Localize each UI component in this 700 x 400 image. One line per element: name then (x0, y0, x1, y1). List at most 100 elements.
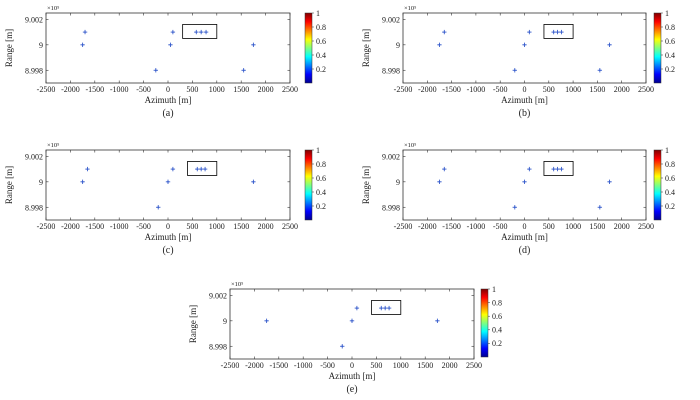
plot-area (45, 12, 291, 84)
x-tick-label: 500 (370, 361, 382, 370)
colorbar-tick-label: 0.4 (492, 326, 502, 335)
point-target (82, 29, 88, 35)
colorbar: 0.2 0.4 0.6 0.8 1 (653, 9, 675, 84)
point-target (170, 29, 176, 35)
point-target (85, 166, 90, 172)
colorbar-tick-label: 0.6 (316, 174, 326, 183)
colorbar-tick-label: 0.2 (665, 65, 675, 74)
x-tick-label: 0 (350, 361, 354, 370)
point-target (264, 318, 269, 324)
point-target (551, 29, 556, 35)
x-tick-label: -2000 (418, 85, 437, 94)
point-target-dot (252, 180, 255, 183)
x-tick-label: -2000 (418, 222, 437, 231)
point-target-dot (157, 206, 160, 209)
point-target-dot (351, 319, 353, 322)
point-target-dot (265, 319, 268, 322)
x-tick-label: 1500 (233, 222, 249, 231)
zoom-box (543, 161, 574, 176)
y-axis-label: Range [m] (4, 166, 14, 204)
colorbar-tick-label: 0.8 (316, 160, 326, 169)
y-tick-label: 8.998 (25, 203, 43, 212)
x-tick-label: 1500 (233, 85, 249, 94)
colorbar-tick-label: 1 (316, 146, 320, 155)
colorbar-tick-label: 0.8 (665, 160, 675, 169)
y-axis-label: Range [m] (361, 29, 371, 67)
x-tick-label: 2500 (638, 85, 654, 94)
point-target (437, 42, 442, 48)
point-target (597, 205, 603, 210)
panel-caption: (d) (519, 245, 531, 256)
point-target (559, 166, 564, 172)
point-target-dot (556, 168, 559, 170)
point-target-dot (438, 180, 441, 183)
point-target (203, 29, 209, 35)
point-target-dot (443, 168, 446, 170)
colorbar-gradient (480, 288, 489, 358)
colorbar-tick-label: 1 (665, 146, 669, 155)
point-target (386, 305, 392, 311)
colorbar: 0.2 0.4 0.6 0.8 1 (653, 146, 675, 221)
panel-caption: (c) (162, 245, 173, 256)
point-target-dot (167, 180, 169, 183)
y-tick-label: 9.002 (382, 152, 400, 161)
x-tick-label: -2500 (394, 85, 413, 94)
x-tick-label: -1000 (294, 361, 313, 370)
point-target-dot (552, 31, 555, 33)
colorbar-gradient (653, 149, 662, 221)
point-target (194, 29, 199, 35)
colorbar-tick-label: 0.8 (665, 23, 675, 32)
point-target-dot (528, 31, 531, 33)
x-tick-label: 2000 (614, 222, 630, 231)
point-target (156, 205, 161, 210)
x-tick-label: 0 (166, 85, 170, 94)
x-tick-label: -500 (136, 222, 151, 231)
y-tick-label: 9.002 (25, 15, 43, 24)
point-target-dot (252, 43, 255, 46)
plot-area (402, 12, 647, 84)
point-target (80, 42, 85, 48)
x-tick-label: -500 (493, 85, 508, 94)
x-tick-label: 2500 (638, 222, 654, 231)
x-tick-label: 1000 (209, 85, 225, 94)
y-axis-label: Range [m] (4, 29, 14, 67)
point-target (435, 318, 440, 324)
point-target (202, 166, 208, 172)
y-tick-label: 9.002 (25, 152, 43, 161)
panel-caption: (e) (346, 384, 357, 395)
point-target (559, 29, 564, 35)
point-target (527, 166, 532, 172)
chart-panel-5: -2500 -2000 -1500 -1000 -500 0 500 1000 1500 2000… (188, 281, 502, 395)
plot-area (45, 149, 291, 221)
chart-panel-3: -2500 -2000 -1500 -1000 -500 0 500 1000 1500 2000… (4, 142, 326, 256)
point-target (597, 68, 603, 73)
panel-caption: (b) (519, 108, 531, 119)
y-tick-label: 9.002 (382, 15, 400, 24)
point-target-dot (169, 43, 172, 46)
y-tick-label: 9 (39, 41, 43, 50)
point-target (522, 179, 527, 185)
zoom-box (182, 24, 218, 39)
point-target (195, 166, 200, 172)
point-target-dot (388, 307, 390, 309)
point-target-dot (81, 180, 84, 183)
point-target-dot (195, 31, 198, 33)
point-target-dot (200, 168, 203, 170)
x-axis-label: Azimuth [m] (501, 232, 548, 242)
point-target-dot (598, 206, 601, 209)
point-target (442, 29, 447, 35)
y-tick-label: 9 (396, 178, 400, 187)
point-target-dot (608, 43, 611, 46)
zoom-box (187, 161, 218, 176)
y-tick-label: 9 (223, 317, 227, 326)
point-target-dot (355, 307, 358, 309)
x-axis-label: Azimuth [m] (145, 232, 192, 242)
y-multiplier-label: ×10⁵ (404, 5, 416, 12)
x-tick-label: 500 (543, 222, 555, 231)
colorbar: 0.2 0.4 0.6 0.8 1 (304, 146, 326, 221)
point-target (607, 42, 612, 48)
colorbar-tick-label: 0.8 (492, 298, 502, 307)
colorbar-tick-label: 0.4 (316, 51, 326, 60)
x-tick-label: -1000 (110, 85, 129, 94)
